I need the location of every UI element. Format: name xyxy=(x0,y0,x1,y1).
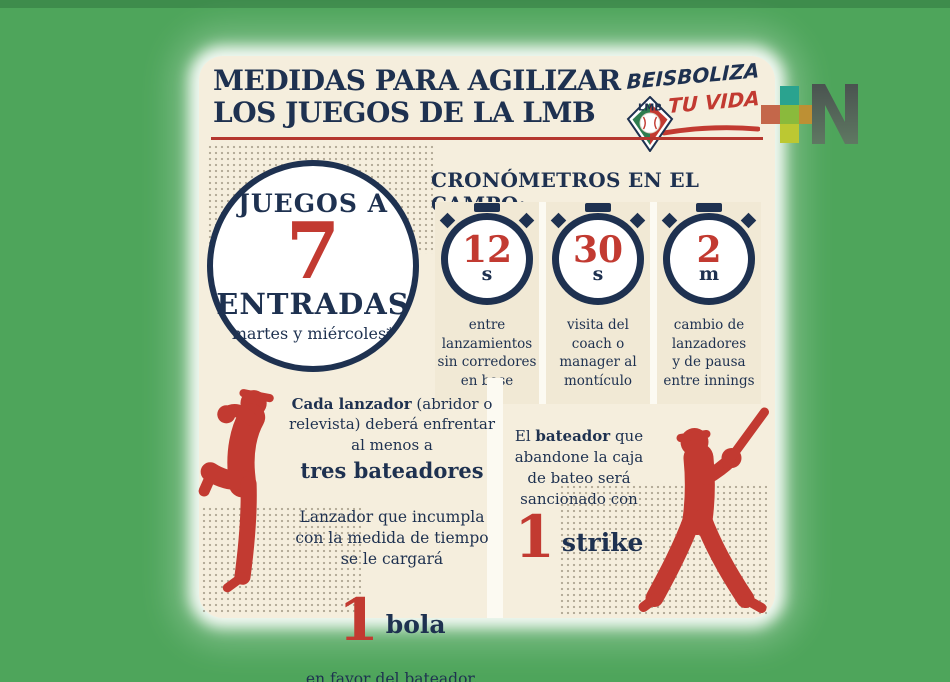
timer-unit: s xyxy=(592,263,604,286)
pitcher-rule-rest: (abridor o relevista) deberá enfrentar a… xyxy=(288,395,496,454)
dots-pattern xyxy=(201,506,361,614)
timer-caption: visita del coach o manager al montículo xyxy=(559,317,637,389)
pitcher-penalty-text: Lanzador que incumpla con la medida de t… xyxy=(281,486,503,682)
batter-penalty-lead: El xyxy=(514,427,536,445)
timer-caption: cambio de lanzadores y de pausa entre in… xyxy=(663,317,755,389)
stopwatch-mark xyxy=(629,212,646,229)
batter-penalty-bold: bateador xyxy=(535,427,611,445)
stopwatch-icon: 2 m xyxy=(657,202,761,308)
stopwatch-button xyxy=(585,203,611,212)
batter-penalty-count: 1 strike xyxy=(499,503,659,571)
stopwatch-mark xyxy=(661,212,678,229)
entries-note: martes y miércoles* xyxy=(231,323,395,343)
pitcher-rule-text: Cada lanzador (abridor o relevista) debe… xyxy=(287,394,497,505)
entries-top-label: JUEGOS A xyxy=(238,189,388,219)
entries-bottom-label: ENTRADAS xyxy=(216,286,410,321)
stopwatch-dial: 2 m xyxy=(663,213,755,305)
top-dark-strip xyxy=(0,0,950,8)
penalty-unit: bola xyxy=(385,610,446,640)
batter-penalty-text: El bateador que abandone la caja de bate… xyxy=(505,426,653,510)
pitcher-penalty-count: 1 bola xyxy=(281,585,503,654)
penalty-unit: strike xyxy=(561,528,644,558)
stopwatch-mark xyxy=(550,212,567,229)
beisboliza-logo: BEISBOLIZA TU VIDA LMB xyxy=(622,58,764,154)
batter-silhouette-icon xyxy=(638,407,769,613)
stopwatch-mark xyxy=(518,212,535,229)
underline-swoosh-icon xyxy=(662,125,760,136)
page-title: MEDIDAS PARA AGILIZAR LOS JUEGOS DE LA L… xyxy=(213,65,623,129)
timer-unit: s xyxy=(481,263,493,286)
n-logo-icon xyxy=(812,84,858,144)
column-gap xyxy=(650,202,657,404)
entries-badge: JUEGOS A 7 ENTRADAS martes y miércoles* xyxy=(207,160,419,372)
stopwatch-icon: 30 s xyxy=(546,202,650,308)
plus-icon-square-center xyxy=(780,105,799,124)
timer-card: 30 s visita del coach o manager al montí… xyxy=(546,202,650,404)
pitcher-penalty-body: Lanzador que incumpla con la medida de t… xyxy=(295,507,489,568)
pitcher-rule-emphasis: tres bateadores xyxy=(300,457,484,483)
pitcher-rule-bold: Cada lanzador xyxy=(291,395,412,413)
timer-value: 2 xyxy=(696,228,722,271)
title-line-2: LOS JUEGOS DE LA LMB xyxy=(213,95,596,129)
infographic-card: MEDIDAS PARA AGILIZAR LOS JUEGOS DE LA L… xyxy=(198,56,775,682)
timer-value: 12 xyxy=(461,228,513,271)
plus-icon-square-left xyxy=(761,105,780,124)
timer-card: 2 m cambio de lanzadores y de pausa entr… xyxy=(657,202,761,404)
plus-icon-square-bottom xyxy=(780,124,799,143)
stopwatch-button xyxy=(474,203,500,212)
lmb-logo: LMB xyxy=(626,96,674,152)
brand-line-2: TU VIDA xyxy=(667,85,760,119)
penalty-number: 1 xyxy=(514,503,555,571)
column-gap xyxy=(539,202,546,404)
batter-penalty-rest: que abandone la caja de bateo será sanci… xyxy=(514,427,644,508)
lmb-label: LMB xyxy=(638,103,662,114)
plus-icon-square-top xyxy=(780,86,799,105)
header-divider xyxy=(211,137,763,140)
title-line-1: MEDIDAS PARA AGILIZAR xyxy=(213,64,621,97)
pitcher-penalty-tail: en favor del bateador. xyxy=(305,669,479,682)
penalty-number: 1 xyxy=(338,585,379,654)
stopwatch-mark xyxy=(439,212,456,229)
stopwatch-dial: 30 s xyxy=(552,213,644,305)
panel-divider xyxy=(487,378,503,618)
pitcher-silhouette-icon xyxy=(198,389,274,593)
timer-card: 12 s entre lanzamientos sin corredores e… xyxy=(435,202,539,404)
timer-unit: m xyxy=(698,263,720,286)
timer-value: 30 xyxy=(572,228,624,271)
stopwatch-icon: 12 s xyxy=(435,202,539,308)
entries-number: 7 xyxy=(285,206,341,298)
stopwatch-mark xyxy=(740,212,757,229)
stopwatch-dial: 12 s xyxy=(441,213,533,305)
stopwatch-button xyxy=(696,203,722,212)
